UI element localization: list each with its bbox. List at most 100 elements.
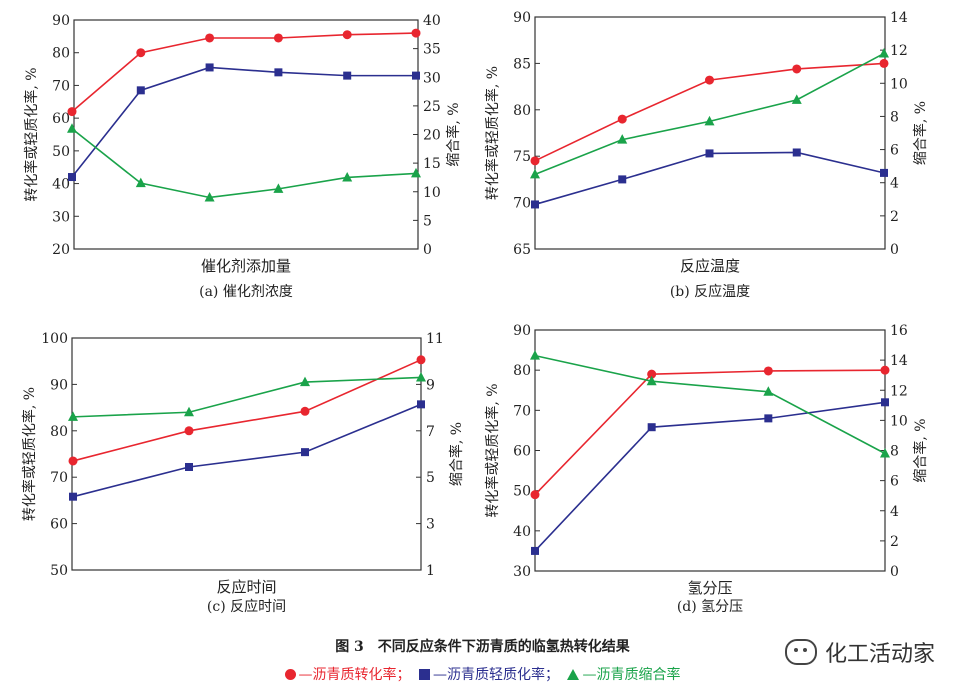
- point-coking: [879, 47, 889, 58]
- y2-tick-label: 5: [423, 213, 432, 229]
- y2-tick-label: 5: [426, 470, 435, 486]
- point-coking: [68, 411, 78, 421]
- panel-caption: (d) 氢分压: [677, 599, 743, 615]
- panel-caption: (c) 反应时间: [207, 598, 286, 615]
- y2-tick-label: 8: [890, 109, 899, 125]
- point-conversion: [530, 156, 540, 166]
- series-line-light_conversion: [534, 151, 885, 206]
- series-line-coking: [534, 354, 886, 455]
- y2-tick-label: 9: [426, 377, 435, 393]
- series-line-coking: [72, 376, 422, 418]
- y-tick-label: 40: [52, 177, 70, 193]
- y2-tick-label: 16: [890, 323, 908, 339]
- point-conversion: [205, 33, 215, 43]
- y2-axis-label: 缩合率, %: [448, 422, 465, 486]
- point-conversion: [879, 58, 889, 68]
- plot-frame: [73, 19, 419, 250]
- chart-panel-c: 50 60 70 80 90 100 1 3 5 7 9 11 转化率或轻质化率, % 缩合率, % 反应时…: [21, 331, 465, 615]
- series-line-light_conversion: [71, 66, 416, 178]
- y2-tick-label: 7: [426, 424, 435, 440]
- x-axis-label: 反应温度: [680, 257, 740, 275]
- y-tick-label: 100: [41, 331, 68, 347]
- x-axis-label: 氢分压: [687, 579, 732, 597]
- point-coking: [704, 115, 715, 126]
- y2-tick-label: 3: [426, 517, 435, 533]
- legend-label-light-conversion: —沥青质轻质化率；: [433, 667, 559, 683]
- y2-tick-label: 4: [890, 176, 899, 192]
- legend-item-coking: —沥青质缩合率: [567, 664, 680, 684]
- y2-tick-label: 8: [890, 444, 899, 460]
- y2-tick-label: 20: [423, 128, 441, 144]
- point-conversion: [880, 365, 890, 375]
- panel-caption: (b) 反应温度: [670, 283, 750, 300]
- y-axis-label: 转化率或轻质化率, %: [23, 67, 40, 201]
- y-tick-label: 80: [52, 46, 70, 62]
- point-coking: [204, 191, 215, 202]
- series-line-conversion: [71, 32, 417, 113]
- y2-tick-label: 2: [890, 209, 899, 225]
- y-tick-label: 70: [52, 78, 70, 94]
- y2-tick-label: 4: [890, 504, 899, 520]
- y2-tick-label: 30: [423, 70, 441, 86]
- point-coking: [411, 167, 421, 178]
- point-coking: [530, 350, 540, 360]
- y-axis-label: 转化率或轻质化率, %: [21, 387, 38, 521]
- point-coking: [530, 168, 540, 179]
- y-tick-label: 60: [513, 444, 531, 460]
- plot-frame: [534, 16, 886, 250]
- point-conversion: [342, 30, 352, 40]
- point-coking: [273, 183, 284, 193]
- y-axis-label: 转化率或轻质化率, %: [484, 383, 501, 517]
- point-conversion: [792, 64, 802, 74]
- point-light_conversion: [205, 63, 214, 72]
- series-line-conversion: [534, 369, 886, 496]
- point-conversion: [647, 369, 657, 379]
- y-tick-label: 75: [513, 149, 531, 165]
- y2-axis-label: 缩合率, %: [912, 101, 929, 165]
- point-light_conversion: [274, 68, 283, 77]
- point-coking: [300, 376, 310, 387]
- y2-tick-label: 2: [890, 534, 899, 550]
- brand-badge: 化工活动家: [784, 636, 935, 668]
- y2-tick-label: 15: [423, 156, 441, 172]
- y2-tick-label: 12: [890, 43, 908, 59]
- plot-frame: [534, 329, 886, 572]
- point-light_conversion: [618, 175, 627, 184]
- point-light_conversion: [301, 448, 309, 457]
- y-tick-label: 80: [513, 363, 531, 379]
- point-conversion: [617, 114, 627, 124]
- y2-tick-label: 14: [890, 10, 908, 26]
- y2-tick-label: 6: [890, 474, 899, 490]
- y-tick-label: 90: [50, 377, 68, 393]
- point-light_conversion: [412, 71, 420, 80]
- y2-tick-label: 12: [890, 383, 908, 399]
- point-coking: [135, 177, 146, 188]
- legend-square-icon: [419, 668, 430, 680]
- point-conversion: [136, 48, 146, 58]
- y-tick-label: 70: [513, 196, 531, 212]
- wechat-icon: [784, 639, 817, 665]
- point-conversion: [705, 75, 714, 85]
- point-light_conversion: [764, 414, 773, 423]
- point-light_conversion: [343, 71, 352, 80]
- point-conversion: [530, 490, 540, 500]
- y-tick-label: 30: [52, 209, 70, 225]
- chart-panel-a: 20 30 40 50 60 70 80 90 0 5 10 15 20 25 30 35 40 转化率或轻质化率…: [23, 13, 462, 300]
- point-coking: [67, 123, 77, 133]
- y-tick-label: 90: [513, 10, 531, 26]
- point-conversion: [411, 28, 421, 38]
- point-coking: [617, 134, 628, 144]
- y-tick-label: 80: [513, 103, 531, 119]
- point-light_conversion: [531, 546, 539, 555]
- point-light_conversion: [69, 492, 77, 501]
- y-tick-label: 60: [52, 111, 70, 127]
- legend-label-coking: —沥青质缩合率: [582, 667, 681, 683]
- series-line-conversion: [72, 359, 422, 462]
- y2-tick-label: 0: [890, 242, 899, 258]
- series-line-coking: [71, 128, 417, 199]
- y-tick-label: 40: [513, 524, 531, 540]
- x-axis-label: 催化剂添加量: [201, 257, 291, 275]
- y-tick-label: 70: [50, 470, 68, 486]
- y2-tick-label: 25: [423, 99, 441, 115]
